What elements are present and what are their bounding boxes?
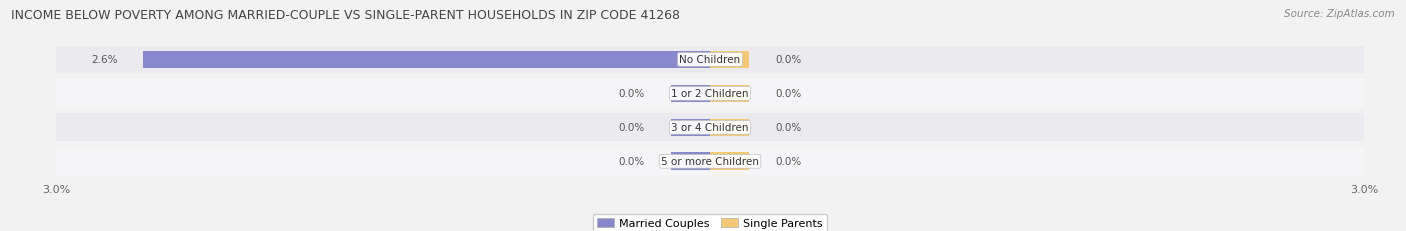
Bar <box>56 80 1364 108</box>
Text: 0.0%: 0.0% <box>776 55 801 65</box>
Bar <box>671 153 710 170</box>
Bar <box>56 114 1364 142</box>
Bar <box>710 153 749 170</box>
Bar <box>710 85 749 103</box>
Text: 5 or more Children: 5 or more Children <box>661 157 759 167</box>
Bar <box>710 119 749 137</box>
Text: 3 or 4 Children: 3 or 4 Children <box>671 123 749 133</box>
Text: 0.0%: 0.0% <box>619 157 644 167</box>
Text: No Children: No Children <box>679 55 741 65</box>
Text: 0.0%: 0.0% <box>776 89 801 99</box>
Text: 0.0%: 0.0% <box>619 123 644 133</box>
Text: 2.6%: 2.6% <box>91 55 117 65</box>
Bar <box>671 119 710 137</box>
Text: Source: ZipAtlas.com: Source: ZipAtlas.com <box>1284 9 1395 19</box>
Text: 0.0%: 0.0% <box>776 157 801 167</box>
Bar <box>710 51 749 69</box>
Bar <box>671 85 710 103</box>
Text: INCOME BELOW POVERTY AMONG MARRIED-COUPLE VS SINGLE-PARENT HOUSEHOLDS IN ZIP COD: INCOME BELOW POVERTY AMONG MARRIED-COUPL… <box>11 9 681 22</box>
Legend: Married Couples, Single Parents: Married Couples, Single Parents <box>593 214 827 231</box>
Bar <box>56 148 1364 176</box>
Text: 1 or 2 Children: 1 or 2 Children <box>671 89 749 99</box>
Bar <box>143 51 710 69</box>
Bar <box>56 46 1364 74</box>
Text: 0.0%: 0.0% <box>619 89 644 99</box>
Text: 0.0%: 0.0% <box>776 123 801 133</box>
